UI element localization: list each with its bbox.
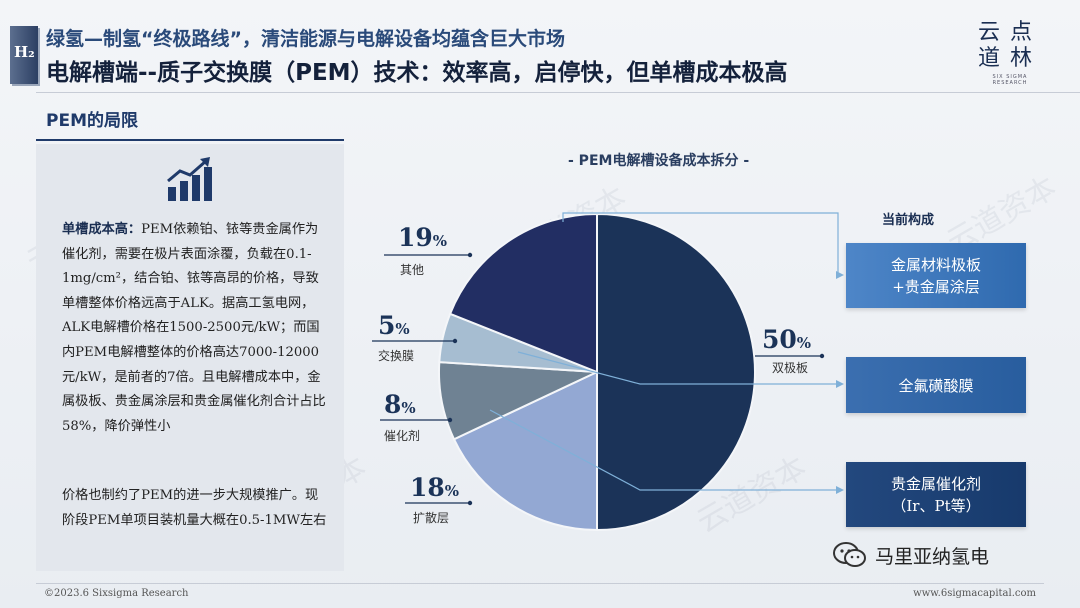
section-title: PEM的局限: [46, 111, 138, 131]
leader-dot: [447, 417, 453, 423]
data-label-value: 19%: [398, 223, 447, 252]
data-label-name: 催化剂: [384, 428, 420, 443]
page-title: 电解槽端--质子交换膜（PEM）技术：效率高，启停快，但单槽成本极高: [46, 60, 788, 86]
leader-dot: [467, 252, 473, 258]
composition-label: 金属材料极板 +贵金属涂层: [890, 255, 981, 296]
footer-divider: [36, 583, 1044, 584]
connector-arrowhead: [836, 271, 844, 279]
connector-line: [517, 351, 838, 385]
composition-box-plate: 金属材料极板 +贵金属涂层: [846, 243, 1026, 308]
chart-growth-icon: [167, 157, 212, 201]
data-label-name: 其他: [400, 263, 424, 277]
pie-slice-1: [452, 370, 598, 532]
brand-subtitle: SIX SIGMA RESEARCH: [992, 74, 1028, 86]
data-label-name: 交换膜: [378, 348, 414, 363]
composition-title: 当前构成: [882, 213, 935, 228]
connector-line: [489, 409, 838, 491]
connector-arrowhead: [836, 486, 844, 494]
leader-dot: [467, 500, 473, 506]
composition-label: 贵金属催化剂 （Ir、Pt等）: [890, 474, 981, 515]
limitation-text: 单槽成本高：PEM依赖铂、铱等贵金属作为催化剂，需要在极片表面涂覆，负载在0.1…: [62, 218, 330, 439]
data-label-value: 18%: [410, 473, 459, 502]
connector-arrowhead: [836, 380, 844, 388]
pie-slice-0: [596, 212, 756, 532]
wechat-icon: [833, 542, 866, 567]
data-label-value: 5%: [378, 311, 410, 340]
data-label-value: 8%: [384, 390, 416, 419]
connector-line: [562, 212, 839, 275]
section-underline: [36, 139, 344, 141]
composition-box-membrane: 全氟磺酸膜: [846, 357, 1026, 413]
composition-box-catalyst: 贵金属催化剂 （Ir、Pt等）: [846, 462, 1026, 527]
data-label-name: 扩散层: [413, 510, 449, 525]
para-body: PEM依赖铂、铱等贵金属作为催化剂，需要在极片表面涂覆，负载在0.1-1mg/c…: [62, 222, 326, 434]
leader-dot: [452, 338, 458, 344]
scale-text: 价格也制约了PEM的进一步大规模推广。现阶段PEM单项目装机量大概在0.5-1M…: [62, 488, 327, 528]
leader-dot: [819, 353, 825, 359]
data-label-value: 50%: [762, 325, 811, 354]
wechat-name: 马里亚纳氢电: [875, 545, 990, 568]
wechat-badge: 马里亚纳氢电: [833, 541, 989, 569]
website-url: www.6sigmacapital.com: [913, 588, 1036, 599]
h2-logo: H₂: [10, 26, 38, 84]
data-label-name: 双极板: [772, 361, 808, 375]
para-label: 单槽成本高：: [62, 222, 142, 237]
pie-slice-4: [448, 212, 598, 374]
brand-name: 云点道林: [977, 20, 1042, 71]
chart-title: - PEM电解槽设备成本拆分 -: [568, 153, 750, 169]
header-divider: [36, 92, 1080, 93]
brand-logo: 云点道林 SIX SIGMA RESEARCH: [975, 20, 1045, 86]
composition-label: 全氟磺酸膜: [898, 376, 974, 395]
copyright: ©2023.6 Sixsigma Research: [44, 588, 189, 599]
left-panel: [36, 144, 344, 571]
page-subtitle: 绿氢—制氢“终极路线”，清洁能源与电解设备均蕴含巨大市场: [46, 28, 565, 50]
